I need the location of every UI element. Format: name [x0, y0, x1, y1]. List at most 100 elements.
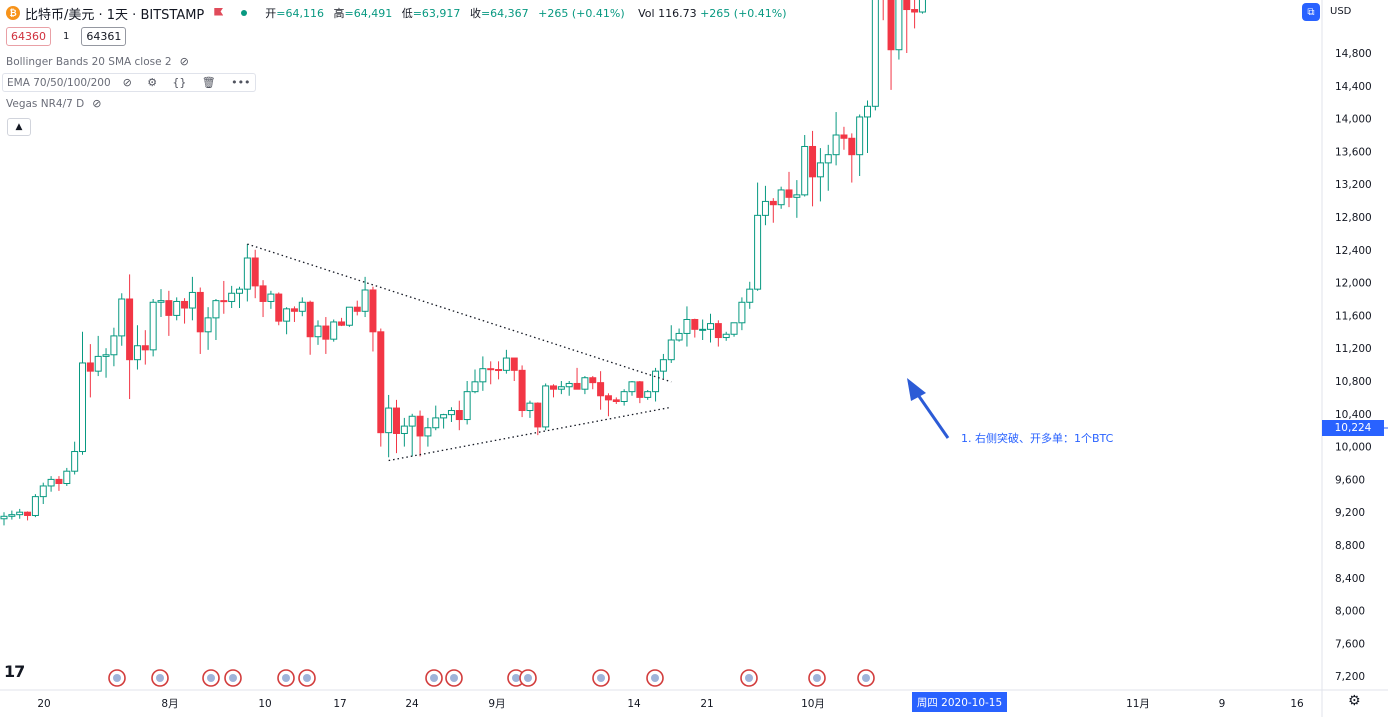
- candle-body: [31, 496, 39, 516]
- event-marker-icon: [450, 674, 458, 682]
- candle-body: [126, 298, 134, 361]
- indicator-bollinger-label: Bollinger Bands 20 SMA close 2: [6, 55, 172, 68]
- vol-label: Vol: [638, 7, 655, 20]
- source-code-icon[interactable]: {}: [172, 76, 187, 89]
- collapse-legend-button[interactable]: ▲: [7, 118, 31, 136]
- indicator-ema-label: EMA 70/50/100/200: [7, 76, 111, 89]
- candle-body: [228, 292, 236, 302]
- candle-body: [809, 145, 817, 178]
- candle-body: [659, 359, 667, 372]
- candle-body: [683, 319, 691, 334]
- y-tick-label: 7,600: [1335, 638, 1365, 650]
- candle-body: [636, 381, 644, 398]
- close-value: =64,367: [480, 7, 529, 20]
- symbol-legend: ₿ 比特币/美元 · 1天 · BITSTAMP 开=64,116 高=64,4…: [6, 4, 797, 23]
- candle-body: [895, 0, 903, 51]
- candle-body: [495, 369, 503, 372]
- candle-body: [47, 478, 55, 487]
- y-tick-label: 7,200: [1335, 671, 1365, 683]
- y-tick-label: 10,000: [1335, 442, 1372, 454]
- x-tick-label: 24: [405, 698, 419, 710]
- candle-body: [298, 301, 306, 312]
- candle-body: [581, 377, 589, 390]
- candle-body: [502, 357, 510, 371]
- candle-body: [832, 134, 840, 156]
- candle-body: [707, 323, 714, 330]
- candle-body: [24, 511, 32, 516]
- candle-body: [400, 425, 408, 434]
- chevron-up-icon: ▲: [15, 122, 23, 132]
- y-tick-label: 8,400: [1335, 573, 1365, 585]
- bitcoin-icon: ₿: [6, 6, 20, 20]
- eye-off-icon[interactable]: ⊘: [92, 97, 102, 110]
- tradingview-logo-icon[interactable]: 17: [4, 662, 25, 681]
- candle-body: [691, 319, 699, 330]
- candle-body: [479, 368, 487, 383]
- candle-body: [149, 301, 157, 351]
- candle-body: [220, 300, 228, 303]
- candle-body: [848, 137, 856, 156]
- candle-body: [628, 381, 636, 393]
- ohlc-values: 开=64,116 高=64,491 低=63,917 收=64,367 +265…: [265, 5, 796, 21]
- annotation-text: 1. 右侧突破、开多单：1个BTC: [961, 432, 1114, 445]
- low-value: =63,917: [412, 7, 461, 20]
- high-value: =64,491: [344, 7, 393, 20]
- change-value: +265 (+0.41%): [538, 7, 625, 20]
- low-label: 低: [401, 7, 413, 20]
- event-marker-icon: [282, 674, 290, 682]
- current-date-label: 周四 2020-10-15: [912, 692, 1007, 712]
- x-tick-label: 9: [1219, 698, 1226, 710]
- candle-body: [911, 9, 919, 13]
- candle-body: [699, 328, 707, 331]
- event-marker-icon: [229, 674, 237, 682]
- settings-icon[interactable]: ⚙: [147, 76, 158, 89]
- candle-body: [110, 335, 118, 356]
- candle-body: [903, 0, 911, 11]
- currency-label[interactable]: USD: [1330, 6, 1352, 17]
- more-icon[interactable]: •••: [231, 76, 251, 89]
- candle-body: [133, 345, 141, 361]
- candle-body: [306, 301, 314, 338]
- indicator-vegas[interactable]: Vegas NR4/7 D ⊘: [6, 97, 101, 110]
- candle-body: [801, 145, 809, 196]
- candle-body: [353, 306, 361, 312]
- candle-body: [55, 478, 63, 484]
- candle-body: [361, 289, 369, 312]
- eye-off-icon[interactable]: ⊘: [179, 55, 189, 68]
- y-tick-label: 9,600: [1335, 474, 1365, 486]
- settings-icon[interactable]: ⚙: [1348, 693, 1361, 709]
- candle-body: [612, 399, 620, 402]
- candle-body: [793, 194, 801, 198]
- x-tick-label: 8月: [161, 698, 178, 710]
- candle-body: [620, 391, 628, 403]
- indicator-vegas-label: Vegas NR4/7 D: [6, 97, 85, 110]
- indicator-ema[interactable]: EMA 70/50/100/200 ⊘ ⚙ {} 🗑 •••: [2, 73, 256, 92]
- y-tick-label: 12,800: [1335, 212, 1372, 224]
- candle-body: [173, 300, 181, 316]
- symbol-title[interactable]: 比特币/美元 · 1天 · BITSTAMP: [25, 7, 205, 23]
- sync-button[interactable]: ⧉: [1302, 3, 1320, 21]
- candle-body: [267, 293, 275, 302]
- eye-off-icon[interactable]: ⊘: [122, 76, 132, 89]
- y-tick-label: 8,000: [1335, 606, 1365, 618]
- candle-body: [283, 308, 291, 322]
- trendline-lower: [388, 406, 672, 462]
- candle-body: [714, 323, 722, 339]
- candle-body: [188, 291, 196, 309]
- y-tick-label: 12,000: [1335, 278, 1372, 290]
- candle-body: [314, 325, 322, 338]
- candle-body: [887, 0, 895, 51]
- annotation-arrow: [914, 391, 950, 439]
- buy-button[interactable]: 64361: [81, 27, 127, 46]
- candle-body: [424, 427, 432, 437]
- flag-icon[interactable]: [214, 8, 223, 19]
- indicator-bollinger[interactable]: Bollinger Bands 20 SMA close 2 ⊘: [6, 55, 189, 68]
- candle-body: [118, 298, 126, 337]
- candle-body: [754, 214, 762, 290]
- candle-body: [777, 189, 785, 206]
- candle-body: [463, 391, 471, 421]
- delete-icon[interactable]: 🗑: [201, 76, 216, 89]
- candle-body: [102, 354, 110, 357]
- sell-button[interactable]: 64360: [6, 27, 51, 46]
